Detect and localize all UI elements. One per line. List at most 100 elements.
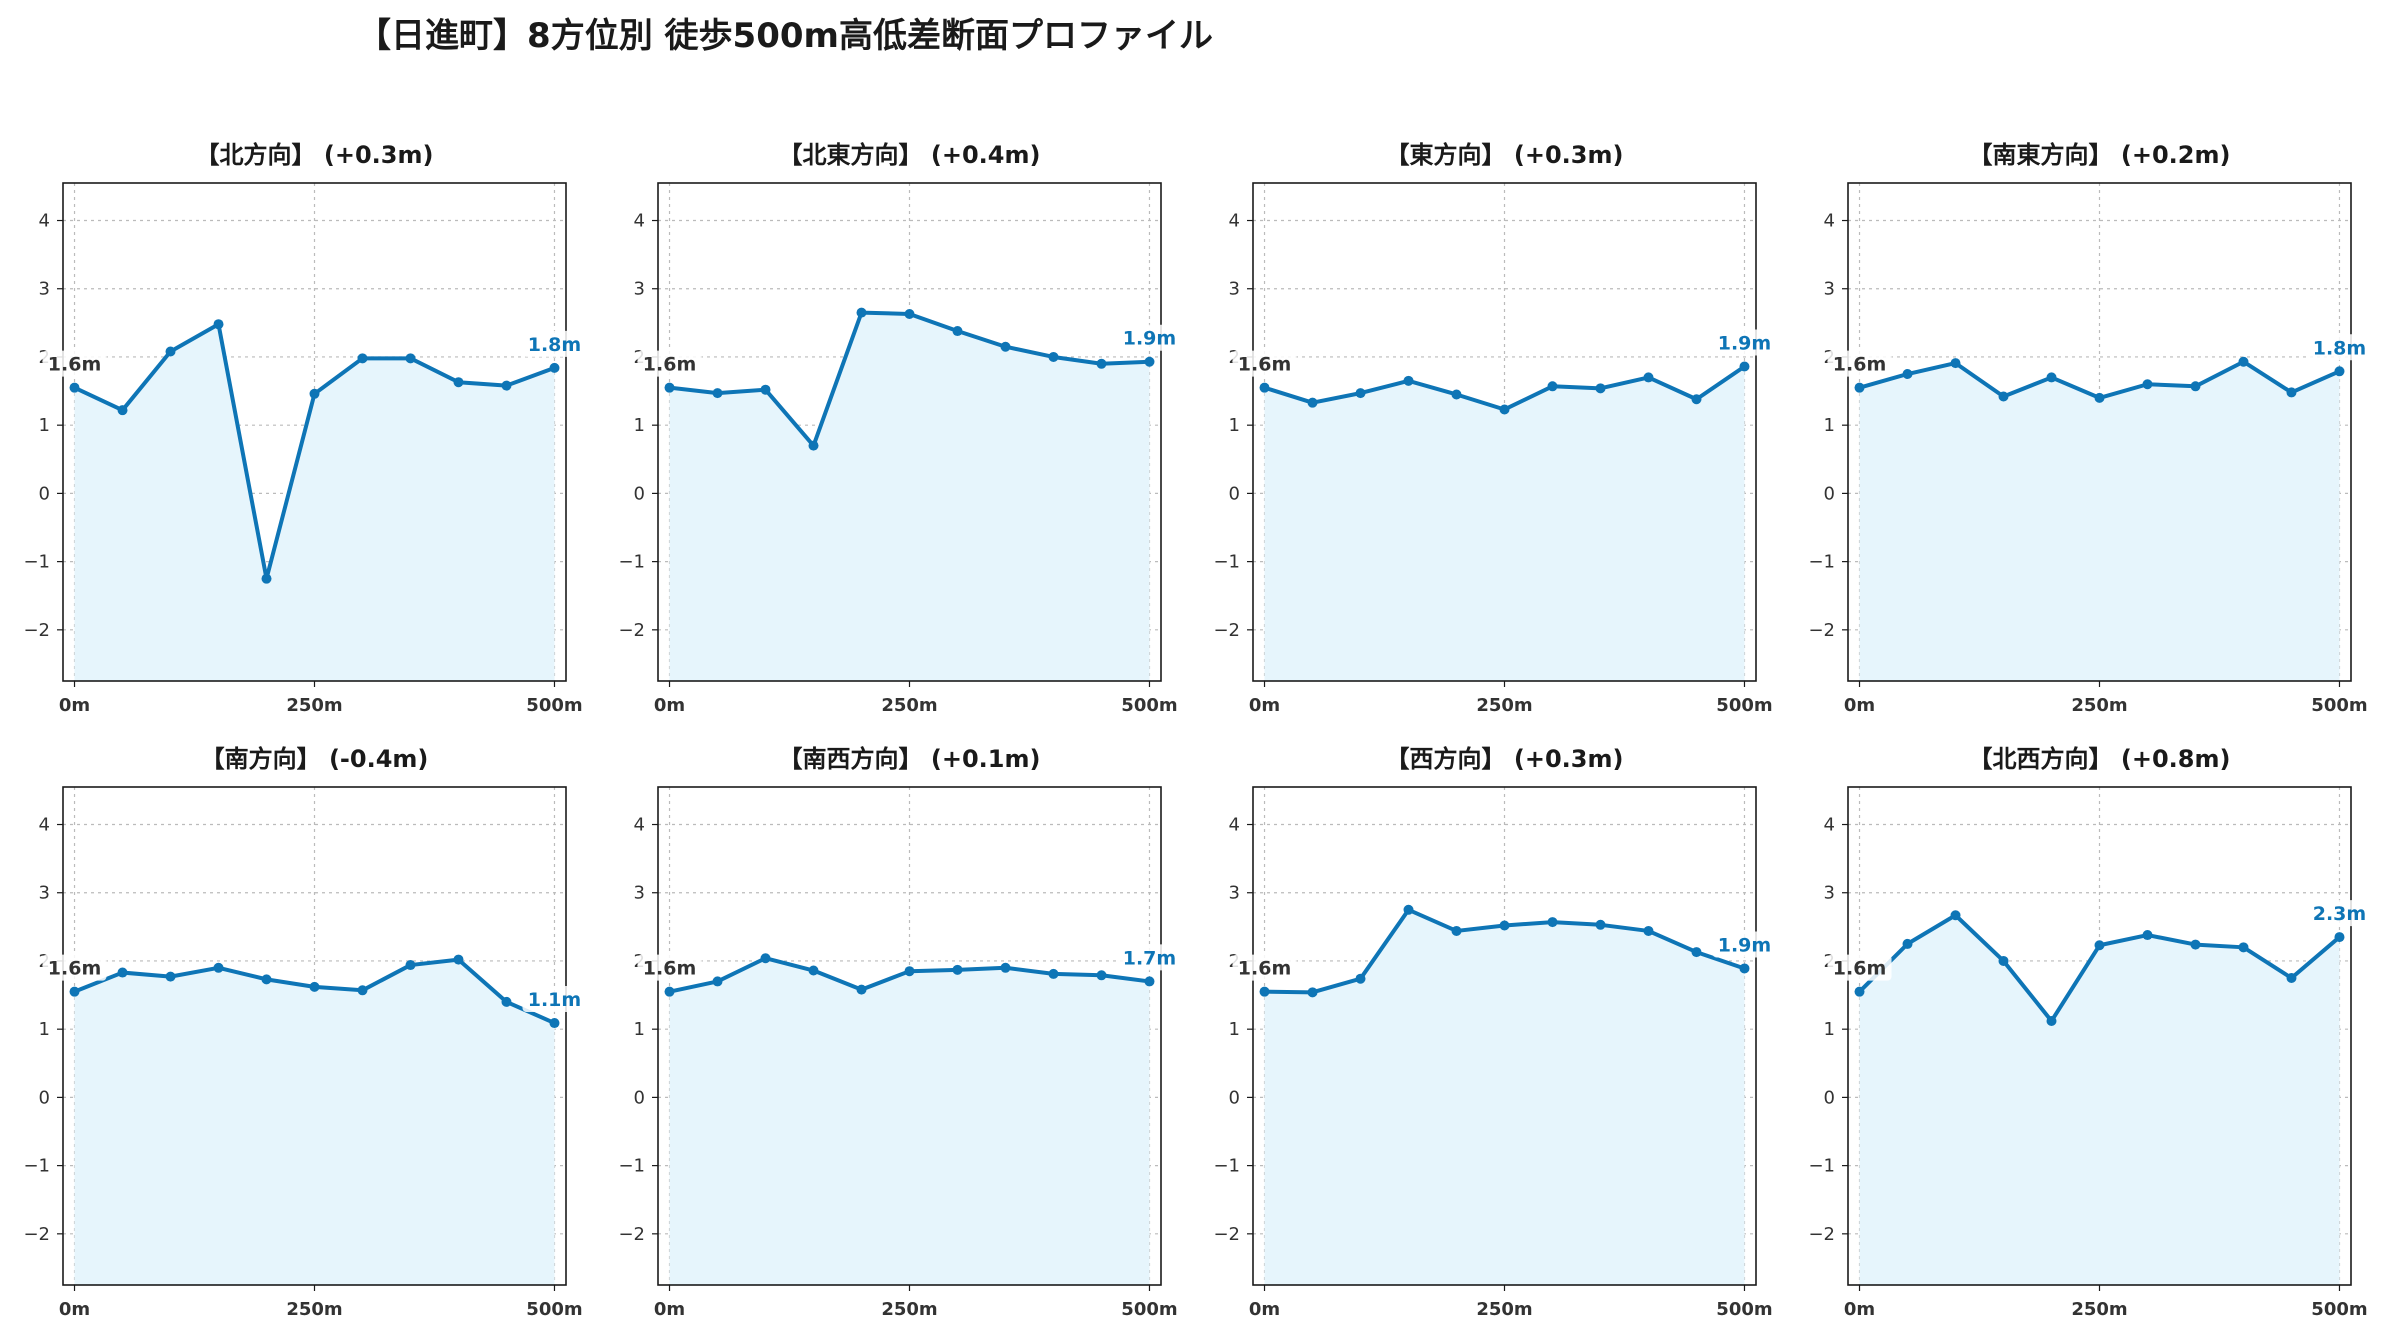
start-label-bg — [42, 350, 107, 377]
x-tick-label: 250m — [286, 1299, 342, 1320]
y-tick-label: −2 — [618, 620, 645, 641]
data-point — [1144, 976, 1155, 987]
data-point — [1854, 986, 1865, 997]
data-point — [1595, 383, 1606, 394]
start-value-label: 1.6m — [48, 354, 101, 376]
y-tick-label: 4 — [1229, 211, 1240, 232]
x-tick-label: 250m — [2071, 1299, 2127, 1320]
data-point — [1902, 938, 1913, 949]
y-tick-label: 1 — [1229, 415, 1240, 436]
data-point — [2334, 366, 2345, 377]
y-tick-label: 4 — [39, 211, 50, 232]
data-point — [1739, 361, 1750, 372]
data-point — [1998, 955, 2009, 966]
subplot-2: 【東方向】 (+0.3m)−2−1012340m250m500m1.6m1.9m — [1213, 141, 1777, 716]
end-value-label: 1.8m — [2313, 337, 2366, 359]
data-point — [1403, 904, 1414, 915]
data-point — [549, 362, 560, 373]
data-point — [1643, 925, 1654, 936]
data-point — [309, 388, 320, 399]
x-tick-label: 500m — [2311, 695, 2367, 716]
x-tick-label: 0m — [1249, 695, 1280, 716]
data-point — [1691, 947, 1702, 958]
data-point — [117, 405, 128, 416]
y-tick-label: −1 — [618, 552, 645, 573]
data-point — [808, 440, 819, 451]
subplot-title: 【北西方向】 (+0.8m) — [1969, 745, 2231, 773]
y-tick-label: 3 — [39, 883, 50, 904]
area-fill — [1859, 361, 2340, 681]
data-point — [261, 573, 272, 584]
data-point — [261, 974, 272, 985]
end-label-bg — [522, 330, 587, 357]
data-point — [501, 996, 512, 1007]
y-tick-label: 0 — [634, 1087, 645, 1108]
y-tick-label: 3 — [1229, 279, 1240, 300]
x-tick-label: 500m — [526, 695, 582, 716]
area-fill — [669, 958, 1150, 1285]
data-point — [808, 965, 819, 976]
subplot-0: 【北方向】 (+0.3m)−2−1012340m250m500m1.6m1.8m — [23, 141, 587, 716]
end-value-label: 1.1m — [528, 989, 581, 1011]
data-point — [69, 986, 80, 997]
data-point — [2286, 387, 2297, 398]
x-tick-label: 500m — [1716, 695, 1772, 716]
y-tick-label: −1 — [618, 1156, 645, 1177]
subplot-title: 【北方向】 (+0.3m) — [196, 141, 434, 169]
data-point — [1739, 963, 1750, 974]
start-value-label: 1.6m — [1238, 958, 1291, 980]
subplot-title: 【南方向】 (-0.4m) — [201, 745, 429, 773]
end-label-bg — [1117, 944, 1182, 971]
start-value-label: 1.6m — [48, 958, 101, 980]
data-point — [405, 353, 416, 364]
data-point — [1950, 358, 1961, 369]
data-point — [760, 953, 771, 964]
data-point — [1307, 397, 1318, 408]
data-point — [2094, 392, 2105, 403]
area-fill — [74, 324, 555, 681]
start-label-bg — [637, 350, 702, 377]
data-point — [712, 388, 723, 399]
data-point — [1691, 394, 1702, 405]
y-tick-label: 4 — [634, 815, 645, 836]
data-point — [357, 985, 368, 996]
data-point — [952, 326, 963, 337]
area-fill — [74, 959, 555, 1285]
x-tick-label: 500m — [526, 1299, 582, 1320]
subplot-4: 【南方向】 (-0.4m)−2−1012340m250m500m1.6m1.1m — [23, 745, 587, 1320]
area-fill — [669, 312, 1150, 681]
x-tick-label: 250m — [2071, 695, 2127, 716]
end-value-label: 1.9m — [1718, 333, 1771, 355]
end-value-label: 1.7m — [1123, 947, 1176, 969]
data-point — [2046, 372, 2057, 383]
figure-title: 【日進町】8方位別 徒歩500m高低差断面プロファイル — [357, 16, 1213, 56]
start-value-label: 1.6m — [1238, 354, 1291, 376]
data-point — [165, 346, 176, 357]
end-value-label: 1.8m — [528, 334, 581, 356]
data-point — [1499, 920, 1510, 931]
subplot-title: 【西方向】 (+0.3m) — [1386, 745, 1624, 773]
area-fill — [1264, 366, 1745, 681]
y-tick-label: −2 — [23, 1224, 50, 1245]
data-point — [1643, 372, 1654, 383]
y-tick-label: −2 — [1808, 620, 1835, 641]
data-point — [213, 319, 224, 330]
data-point — [1259, 986, 1270, 997]
y-tick-label: −2 — [1213, 620, 1240, 641]
data-point — [501, 380, 512, 391]
data-point — [2142, 379, 2153, 390]
data-point — [2046, 1015, 2057, 1026]
y-tick-label: −2 — [23, 620, 50, 641]
data-point — [712, 976, 723, 987]
data-point — [1048, 968, 1059, 979]
x-tick-label: 500m — [1121, 1299, 1177, 1320]
end-label-bg — [2307, 900, 2372, 927]
subplot-3: 【南東方向】 (+0.2m)−2−1012340m250m500m1.6m1.8… — [1808, 141, 2372, 716]
start-label-bg — [42, 954, 107, 981]
data-point — [1547, 381, 1558, 392]
subplot-title: 【北東方向】 (+0.4m) — [779, 141, 1041, 169]
data-point — [1950, 910, 1961, 921]
x-tick-label: 0m — [59, 695, 90, 716]
